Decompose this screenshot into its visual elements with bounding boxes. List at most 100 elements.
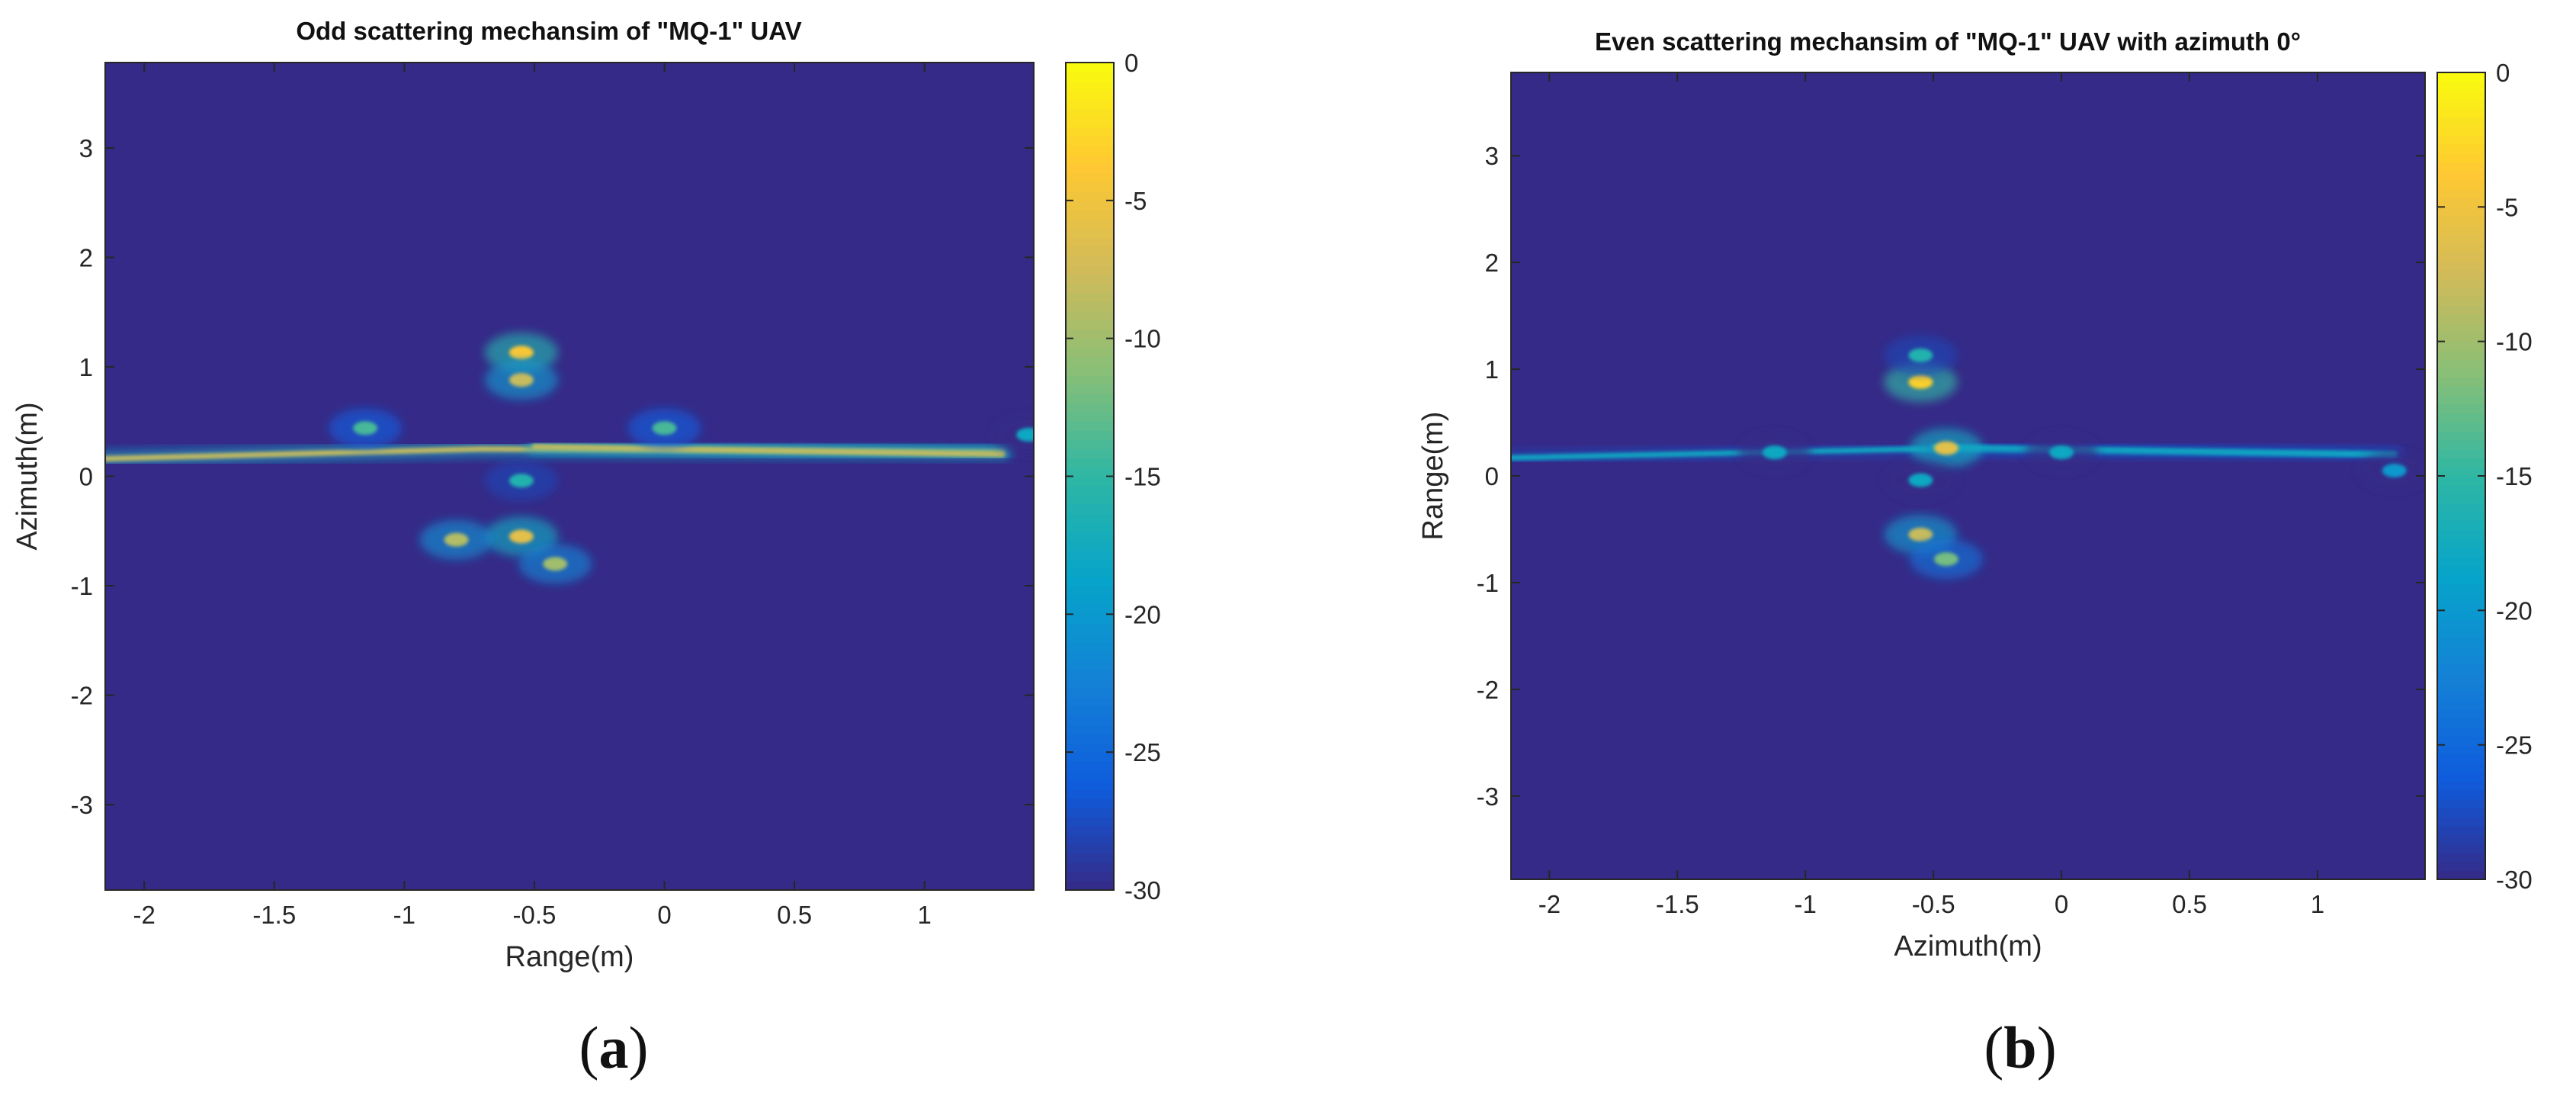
colorbar-segment bbox=[1066, 265, 1114, 275]
colorbar-segment bbox=[1066, 356, 1114, 367]
colorbar-segment bbox=[1066, 200, 1114, 210]
colorbar-segment bbox=[2437, 224, 2485, 235]
colorbar-segment bbox=[2437, 422, 2485, 432]
colorbar-segment bbox=[1066, 228, 1114, 238]
colorbar-segment bbox=[2437, 90, 2485, 101]
colorbar-segment bbox=[1066, 218, 1114, 229]
colorbar-segment bbox=[2437, 395, 2485, 405]
colorbar-segment bbox=[1066, 789, 1114, 799]
colorbar-segment bbox=[2437, 601, 2485, 612]
colorbar-segment bbox=[1066, 503, 1114, 514]
caption-a: (a) bbox=[579, 1014, 649, 1081]
colorbar-segment bbox=[1066, 715, 1114, 725]
colorbar-segment bbox=[1066, 209, 1114, 220]
colorbar-segment bbox=[1066, 430, 1114, 441]
colorbar-segment bbox=[2437, 664, 2485, 674]
colorbar-segment bbox=[1066, 163, 1114, 174]
x-tick-label: 0 bbox=[657, 901, 671, 929]
colorbar-segment bbox=[1066, 494, 1114, 505]
plot-background bbox=[105, 63, 1034, 890]
colorbar-segment bbox=[2437, 260, 2485, 271]
colorbar-segment bbox=[2437, 574, 2485, 584]
colorbar-segment bbox=[1066, 862, 1114, 872]
colorbar-segment bbox=[1066, 540, 1114, 551]
colorbar-segment bbox=[2437, 341, 2485, 352]
colorbar-tick-label: -20 bbox=[1124, 600, 1161, 628]
colorbar-segment bbox=[1066, 880, 1114, 891]
plot-content bbox=[105, 333, 1034, 584]
colorbar-segment bbox=[1066, 403, 1114, 413]
colorbar-segment bbox=[2437, 637, 2485, 647]
colorbar-segment bbox=[2437, 296, 2485, 307]
colorbar-segment bbox=[1066, 816, 1114, 827]
colorbar-segment bbox=[1066, 136, 1114, 146]
colorbar-segment bbox=[2437, 458, 2485, 468]
colorbar-segment bbox=[2437, 619, 2485, 629]
colorbar-segment bbox=[2437, 610, 2485, 620]
x-tick-label: -2 bbox=[133, 901, 156, 929]
colorbar-segment bbox=[1066, 705, 1114, 716]
colorbar-segment bbox=[1066, 825, 1114, 836]
colorbar-segment bbox=[2437, 735, 2485, 746]
colorbar-segment bbox=[1066, 761, 1114, 772]
colorbar-segment bbox=[1066, 154, 1114, 165]
colorbar-tick-label: -20 bbox=[2496, 596, 2533, 625]
colorbar-segment bbox=[2437, 359, 2485, 369]
colorbar-segment bbox=[1066, 725, 1114, 734]
colorbar-segment bbox=[2437, 529, 2485, 540]
hotspot bbox=[1933, 441, 1958, 455]
colorbar-segment bbox=[1066, 292, 1114, 303]
colorbar-segment bbox=[2437, 233, 2485, 244]
colorbar-segment bbox=[1066, 310, 1114, 321]
colorbar-segment bbox=[2437, 503, 2485, 513]
colorbar-segment bbox=[2437, 269, 2485, 280]
hotspot bbox=[1908, 348, 1933, 362]
colorbar-segment bbox=[2437, 744, 2485, 755]
x-tick-label: 1 bbox=[2311, 890, 2324, 918]
caption-b-letter: b bbox=[2003, 1014, 2037, 1081]
colorbar-segment bbox=[1066, 678, 1114, 689]
colorbar-segment bbox=[1066, 586, 1114, 597]
x-tick-label: -1 bbox=[393, 901, 415, 929]
colorbar-segment bbox=[1066, 779, 1114, 790]
colorbar-segment bbox=[1066, 752, 1114, 763]
colorbar-segment bbox=[1066, 384, 1114, 394]
colorbar-segment bbox=[2437, 431, 2485, 441]
colorbar-segment bbox=[1066, 467, 1114, 477]
colorbar-segment bbox=[1066, 394, 1114, 403]
colorbar-segment bbox=[2437, 207, 2485, 217]
colorbar-segment bbox=[1066, 513, 1114, 523]
hotspot bbox=[652, 421, 677, 435]
caption-a-letter: a bbox=[598, 1014, 629, 1081]
colorbar-segment bbox=[2437, 682, 2485, 692]
colorbar-segment bbox=[1066, 99, 1114, 110]
colorbar-segment bbox=[2437, 691, 2485, 701]
plot-content bbox=[1511, 335, 2425, 580]
colorbar-segment bbox=[1066, 641, 1114, 652]
hotspot bbox=[444, 532, 469, 547]
hotspot bbox=[1762, 445, 1787, 460]
colorbar-tick-label: 0 bbox=[2496, 59, 2510, 87]
colorbar-tick-label: -15 bbox=[2496, 462, 2533, 490]
colorbar-segment bbox=[2437, 403, 2485, 414]
colorbar-segment bbox=[2437, 448, 2485, 459]
colorbar-segment bbox=[2437, 314, 2485, 324]
y-tick-label: 1 bbox=[1485, 355, 1499, 384]
colorbar-segment bbox=[1066, 439, 1114, 450]
x-tick-label: -2 bbox=[1538, 890, 1561, 918]
colorbar-tick-label: -15 bbox=[1124, 463, 1161, 491]
colorbar-segment bbox=[1066, 798, 1114, 808]
y-axis-label: Azimuth(m) bbox=[11, 402, 43, 550]
colorbar-segment bbox=[2437, 592, 2485, 602]
colorbar-segment bbox=[2437, 332, 2485, 342]
y-tick-label: 2 bbox=[1485, 249, 1499, 277]
colorbar-tick-label: 0 bbox=[1124, 49, 1138, 77]
colorbar-tick-label: -30 bbox=[2496, 866, 2533, 894]
colorbar-segment bbox=[1066, 246, 1114, 256]
colorbar-tick-label: -5 bbox=[1124, 187, 1147, 215]
colorbar-segment bbox=[1066, 63, 1114, 72]
colorbar-segment bbox=[1066, 669, 1114, 680]
colorbar-segment bbox=[2437, 655, 2485, 665]
colorbar-segment bbox=[1066, 182, 1114, 192]
